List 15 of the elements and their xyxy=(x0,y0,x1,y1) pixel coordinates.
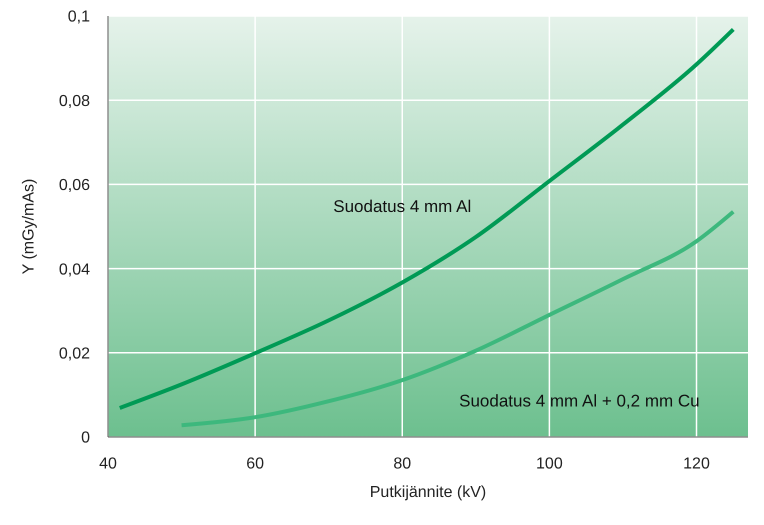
x-tick-label: 120 xyxy=(683,455,710,472)
x-tick-label: 60 xyxy=(246,455,264,472)
series-label: Suodatus 4 mm Al xyxy=(333,196,472,216)
y-tick-label: 0,06 xyxy=(58,177,90,194)
y-tick-label: 0,04 xyxy=(58,261,90,278)
y-tick-label: 0,08 xyxy=(58,92,90,110)
y-tick-label: 0,1 xyxy=(68,8,90,26)
y-tick-label: 0,02 xyxy=(58,345,90,362)
line-series xyxy=(118,27,736,410)
y-axis-title: Y (mGy/mAs) xyxy=(20,178,38,274)
x-axis-title: Putkijännite (kV) xyxy=(370,484,486,501)
x-tick-label: 40 xyxy=(99,455,117,472)
y-tick-label: 0 xyxy=(81,430,90,447)
x-tick-label: 100 xyxy=(536,455,563,472)
x-tick-label: 80 xyxy=(393,455,412,472)
